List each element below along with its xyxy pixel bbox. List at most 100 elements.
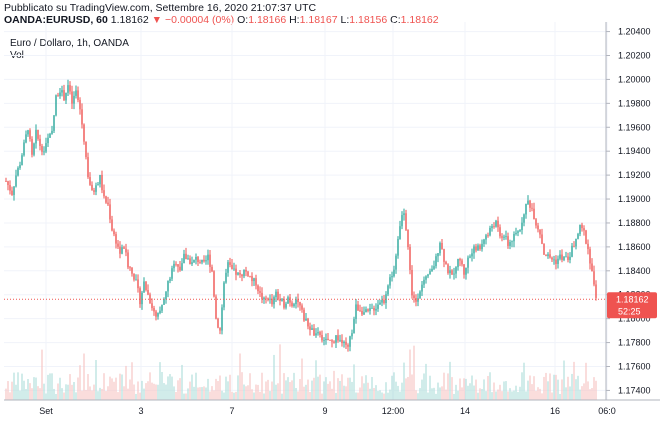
candle-body (345, 341, 347, 345)
candle-body (243, 269, 245, 277)
candle-body (131, 267, 133, 274)
volume-bar (463, 378, 465, 400)
volume-bar (331, 388, 333, 400)
candle-body (581, 224, 583, 229)
volume-bar (99, 387, 101, 400)
candle-body (339, 339, 341, 341)
volume-bar (413, 345, 415, 400)
volume-bar (559, 393, 561, 400)
candle-body (563, 256, 565, 260)
countdown-label: 52:25 (618, 306, 641, 316)
candle-body (65, 92, 67, 101)
candle-body (217, 318, 219, 328)
candle-body (99, 174, 101, 185)
volume-bar (15, 384, 17, 400)
candle-body (445, 261, 447, 265)
candle-body (313, 328, 315, 336)
volume-bar (359, 387, 361, 400)
y-tick-label: 1.17400 (618, 385, 651, 395)
volume-bar (335, 392, 337, 400)
candle-body (275, 291, 277, 298)
volume-bar (317, 376, 319, 400)
candle-body (133, 273, 135, 280)
volume-bar (381, 392, 383, 400)
candle-body (415, 298, 417, 302)
candle-body (33, 143, 35, 155)
candle-body (505, 236, 507, 237)
volume-bar (189, 381, 191, 400)
candle-body (557, 258, 559, 264)
candle-body (487, 235, 489, 237)
candle-body (377, 304, 379, 309)
candle-body (433, 266, 435, 269)
candle-body (585, 230, 587, 244)
candle-body (431, 268, 433, 272)
candle-body (551, 257, 553, 260)
volume-bar (549, 373, 551, 400)
last-price-badge (607, 292, 657, 319)
volume-bar (205, 387, 207, 400)
candle-body (485, 235, 487, 240)
candle-body (223, 282, 225, 308)
candle-body (211, 266, 213, 272)
volume-bar (365, 375, 367, 400)
candle-body (185, 253, 187, 260)
candle-body (63, 90, 65, 101)
volume-bar (443, 372, 445, 400)
volume-bar (427, 392, 429, 400)
candle-body (399, 226, 401, 240)
candle-body (575, 238, 577, 247)
candle-body (241, 274, 243, 277)
volume-bar (561, 379, 563, 400)
candle-body (179, 266, 181, 271)
volume-bar (75, 392, 77, 400)
volume-bar (477, 392, 479, 400)
candle-body (477, 245, 479, 251)
candle-body (105, 196, 107, 203)
last-price-label: 1.18162 (616, 294, 649, 304)
candle-body (189, 258, 191, 265)
candle-body (21, 155, 23, 166)
candle-body (53, 115, 55, 131)
volume-bar (55, 393, 57, 400)
candle-body (303, 309, 305, 321)
candle-body (109, 204, 111, 220)
volume-bar (91, 390, 93, 400)
volume-bar (271, 381, 273, 400)
volume-bar (291, 380, 293, 400)
candle-body (183, 253, 185, 264)
candle-body (149, 294, 151, 304)
volume-bar (473, 385, 475, 400)
volume-bar (363, 383, 365, 400)
volume-bar (159, 362, 161, 400)
volume-bar (233, 392, 235, 400)
candle-body (45, 143, 47, 152)
volume-bar (449, 361, 451, 400)
volume-bar (313, 377, 315, 400)
candle-body (457, 258, 459, 268)
volume-bar (455, 384, 457, 400)
volume-bar (105, 391, 107, 400)
volume-bar (285, 380, 287, 400)
candle-body (451, 270, 453, 275)
candle-body (319, 332, 321, 335)
volume-bar (49, 373, 51, 400)
candle-body (35, 129, 37, 144)
candle-body (143, 281, 145, 293)
candle-body (145, 281, 147, 291)
y-tick-label: 1.17600 (618, 362, 651, 372)
volume-bar (585, 362, 587, 400)
volume-bar (505, 381, 507, 400)
volume-bar (253, 392, 255, 400)
volume-bar (555, 374, 557, 400)
volume-bar (547, 381, 549, 400)
candle-body (307, 318, 309, 327)
volume-bar (551, 392, 553, 400)
candle-body (587, 243, 589, 250)
volume-bar (95, 360, 97, 400)
candle-body (495, 220, 497, 227)
candle-body (453, 273, 455, 275)
candle-body (167, 280, 169, 292)
volume-bar (25, 389, 27, 400)
